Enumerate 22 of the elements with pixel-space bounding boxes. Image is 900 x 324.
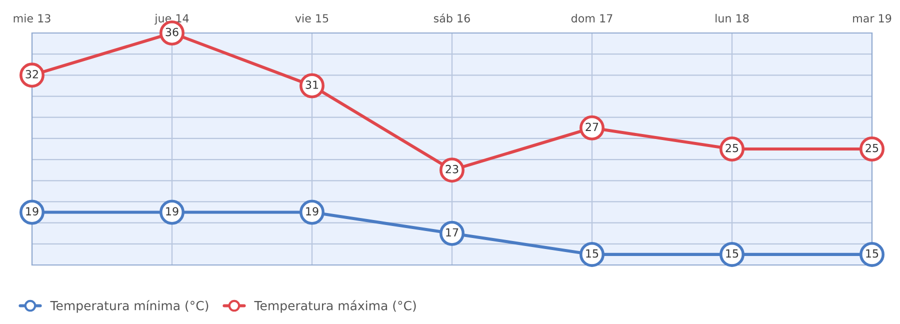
x-tick-label: mar 19 bbox=[853, 14, 892, 23]
data-label: 17 bbox=[446, 228, 458, 236]
x-tick-label: mie 13 bbox=[14, 14, 50, 23]
data-label: 15 bbox=[586, 249, 598, 258]
x-tick-label: sáb 16 bbox=[434, 13, 470, 23]
legend-label: Temperatura mínima (°C) bbox=[50, 300, 208, 313]
data-label: 32 bbox=[26, 70, 38, 78]
data-label: 15 bbox=[866, 249, 878, 258]
x-tick-label: lun 18 bbox=[716, 14, 749, 23]
data-label: 19 bbox=[166, 207, 178, 216]
data-label: 23 bbox=[446, 164, 458, 174]
x-tick-label: vie 15 bbox=[295, 14, 328, 23]
x-tick-label: dom 17 bbox=[571, 14, 612, 23]
data-label: 25 bbox=[726, 144, 738, 152]
legend-label: Temperatura máxima (°C) bbox=[254, 300, 416, 313]
data-label: 36 bbox=[166, 28, 178, 36]
data-label: 19 bbox=[306, 207, 318, 216]
data-label: 19 bbox=[26, 207, 38, 216]
data-label: 27 bbox=[586, 122, 598, 131]
data-label: 25 bbox=[866, 144, 878, 152]
data-label: 31 bbox=[306, 80, 318, 89]
data-label: 15 bbox=[726, 249, 738, 258]
